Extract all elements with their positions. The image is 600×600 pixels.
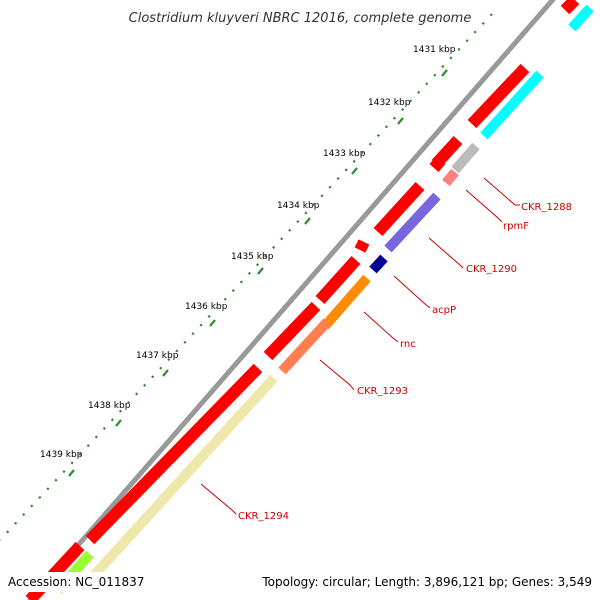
gene-label: CKR_1293 <box>357 386 408 397</box>
label-leaders <box>200 177 520 515</box>
feature-segment <box>278 318 331 375</box>
tick-label: 1435 kbp <box>231 252 274 262</box>
feature-segment <box>442 168 459 187</box>
genome-summary: Topology: circular; Length: 3,896,121 bp… <box>261 575 592 589</box>
accession-text: Accession: NC_011837 <box>8 575 144 589</box>
gene-label: rpmF <box>503 221 529 232</box>
tick-ring <box>0 13 493 541</box>
cds-arrow <box>429 156 446 172</box>
feature-segment <box>369 254 388 274</box>
gene-label: CKR_1290 <box>466 264 517 275</box>
cds-arrow <box>354 239 370 253</box>
feature-segment <box>321 274 371 330</box>
gene-label: CKR_1294 <box>238 511 289 522</box>
cds-arrow <box>467 63 530 129</box>
feature-segment <box>568 4 594 32</box>
tick-label: 1436 kbp <box>185 302 228 312</box>
gene-label: rnc <box>400 339 416 350</box>
gene-label: CKR_1288 <box>521 202 572 213</box>
tick-label: 1437 kbp <box>136 351 179 361</box>
cds-arrow <box>373 181 425 237</box>
feature-segment <box>480 70 544 140</box>
gene-label: acpP <box>432 305 456 316</box>
feature-segment <box>384 192 441 253</box>
cds-arrow <box>315 255 361 305</box>
genome-backbone <box>27 0 556 600</box>
gene-labels: CKR_1288 rpmF CKR_1290 acpP rnc CKR_1293… <box>238 202 572 522</box>
summary-backdrop <box>256 572 600 592</box>
tick-label: 1433 kbp <box>323 149 366 159</box>
tick-label: 1431 kbp <box>413 45 456 55</box>
major-ticks <box>68 69 448 477</box>
cds-arrow <box>560 0 580 15</box>
cds-arrow <box>85 363 263 545</box>
tick-label: 1438 kbp <box>88 401 131 411</box>
cds-ring <box>25 0 580 600</box>
tick-labels: 1431 kbp 1432 kbp 1433 kbp 1434 kbp 1435… <box>40 45 456 460</box>
accession-backdrop <box>0 572 160 592</box>
tick-label: 1434 kbp <box>277 201 320 211</box>
tick-label: 1432 kbp <box>368 98 411 108</box>
cds-arrow <box>263 301 321 361</box>
feature-segment <box>451 142 480 174</box>
genome-title: Clostridium kluyveri NBRC 12016, complet… <box>129 11 472 26</box>
tick-label: 1439 kbp <box>40 450 83 460</box>
feature-segment <box>82 374 278 588</box>
